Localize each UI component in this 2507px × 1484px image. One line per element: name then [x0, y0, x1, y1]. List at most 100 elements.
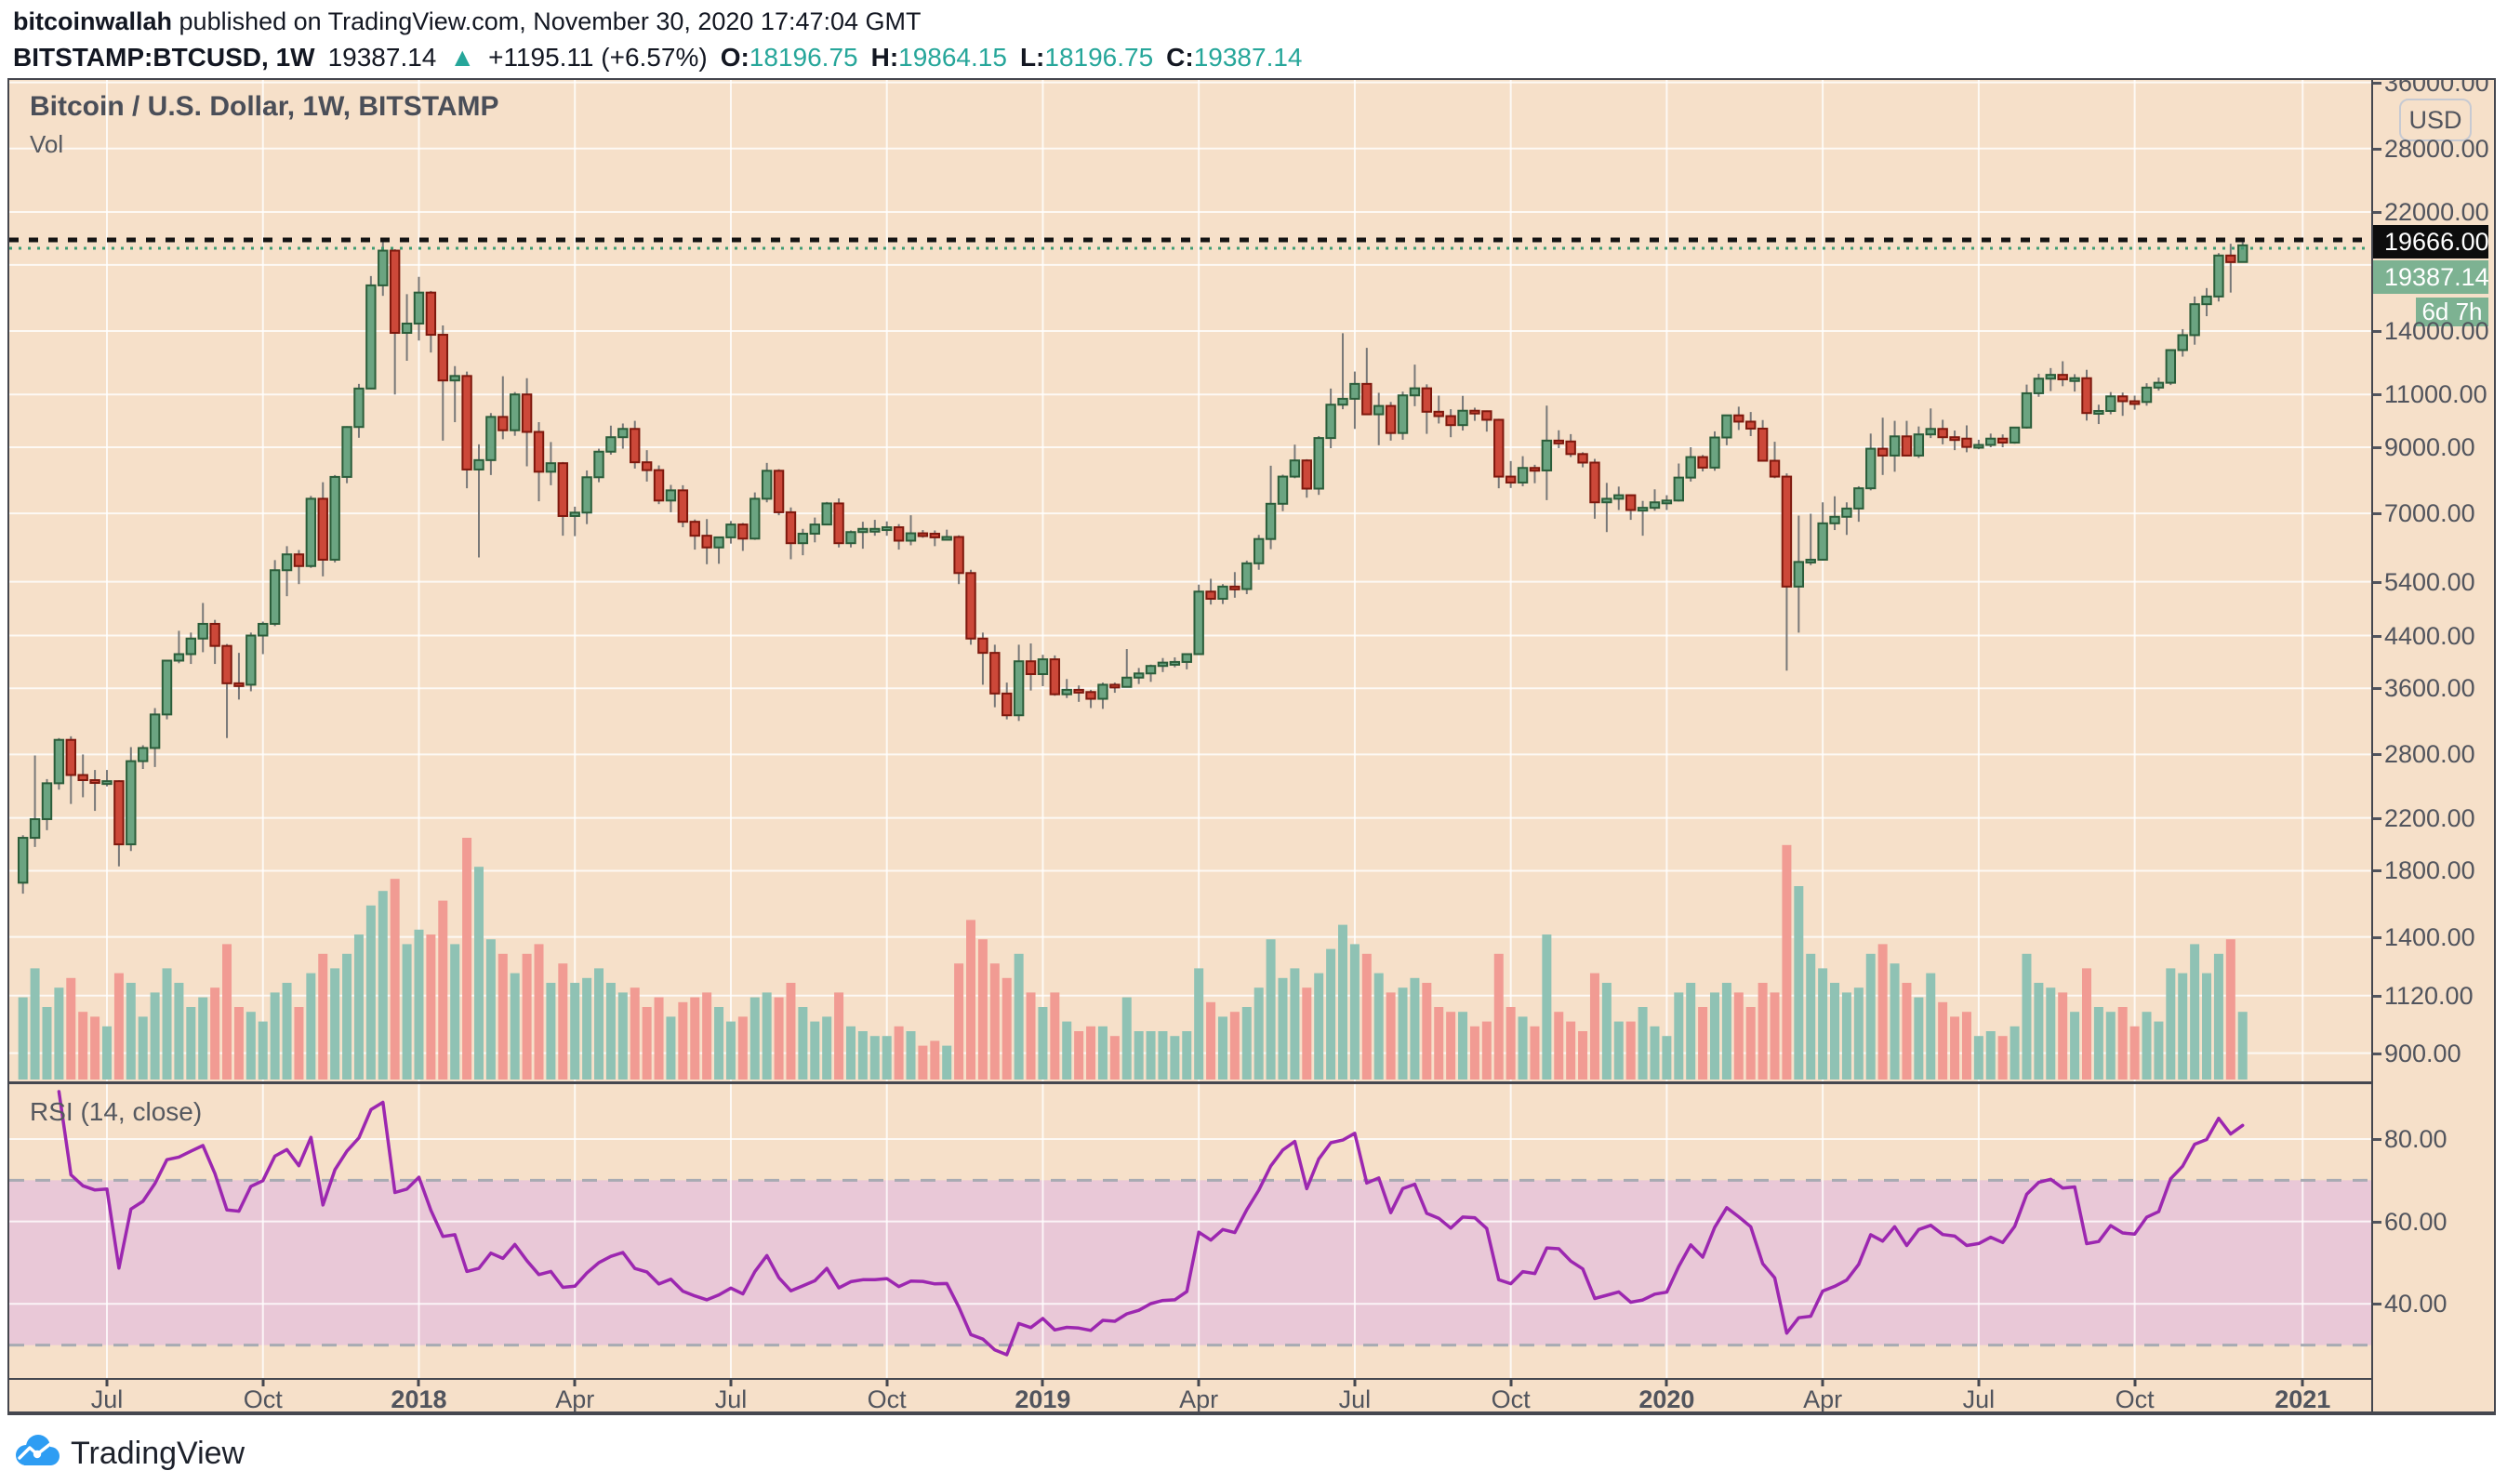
last-price-label: 19387.14 — [2373, 259, 2489, 294]
price-axis-label: 4400.00 — [2384, 621, 2475, 650]
high-value: 19864.15 — [898, 43, 1007, 72]
time-axis-label: Oct — [243, 1385, 283, 1413]
price-axis[interactable]: USD 19666.00 19387.14 6d 7h 36000.00 2800… — [2371, 78, 2494, 1411]
price-axis-label: 22000.00 — [2384, 198, 2489, 227]
price-axis-label: 1400.00 — [2384, 922, 2475, 951]
price-axis-label: 1120.00 — [2384, 981, 2474, 1010]
price-axis-tick — [2373, 935, 2381, 939]
price-chart-pane[interactable] — [9, 80, 2371, 1081]
price-axis-tick — [2373, 446, 2381, 449]
time-axis-label: Jul — [714, 1385, 748, 1413]
rsi-axis-tick — [2373, 1138, 2381, 1141]
time-axis-label: Oct — [1491, 1385, 1531, 1413]
price-axis-tick — [2373, 994, 2381, 998]
time-axis-tick — [2133, 1378, 2137, 1386]
time-axis-label: Oct — [867, 1385, 907, 1413]
time-axis-label: Jul — [1338, 1385, 1372, 1413]
price-axis-tick — [2373, 512, 2381, 516]
price-axis-tick — [2373, 687, 2381, 691]
price-axis-label: 3600.00 — [2384, 674, 2475, 703]
time-axis-tick — [1197, 1378, 1200, 1386]
rsi-axis-label: 80.00 — [2384, 1125, 2447, 1153]
symbol-readout: BITSTAMP:BTCUSD, 1W 19387.14 ▲ +1195.11 (+6… — [13, 43, 1303, 73]
time-axis-label: Jul — [1962, 1385, 1996, 1413]
time-axis-label: Apr — [1803, 1385, 1843, 1413]
publish-info: bitcoinwallah published on TradingView.c… — [13, 7, 922, 36]
time-axis-label: 2019 — [1015, 1385, 1071, 1413]
rsi-pane[interactable] — [9, 1084, 2371, 1378]
price-axis-tick — [2373, 816, 2381, 820]
price-axis-label: 5400.00 — [2384, 567, 2475, 596]
price-axis-label: 14000.00 — [2384, 316, 2489, 345]
price-axis-label: 2800.00 — [2384, 740, 2475, 769]
candle-wicks-layer — [21, 238, 2244, 894]
time-axis-label: 2020 — [1638, 1385, 1695, 1413]
symbol-label: BITSTAMP:BTCUSD, 1W — [13, 43, 315, 72]
time-axis-tick — [105, 1378, 109, 1386]
up-arrow-icon: ▲ — [449, 43, 476, 72]
time-axis-tick — [261, 1378, 265, 1386]
price-axis-label: 1800.00 — [2384, 856, 2475, 885]
time-axis-label: Oct — [2115, 1385, 2155, 1413]
rsi-axis-label: 40.00 — [2384, 1290, 2447, 1318]
rsi-indicator-label: RSI (14, close) — [30, 1097, 203, 1126]
time-axis-tick — [2301, 1378, 2304, 1386]
time-axis-tick — [1665, 1378, 1668, 1386]
time-axis-tick — [417, 1378, 420, 1386]
time-axis-tick — [729, 1378, 733, 1386]
price-axis-label: 900.00 — [2384, 1039, 2461, 1067]
change-value: +1195.11 (+6.57%) — [488, 43, 708, 72]
time-axis-tick — [573, 1378, 577, 1386]
tradingview-brand-text: TradingView — [71, 1436, 245, 1471]
price-axis-label: 28000.00 — [2384, 134, 2489, 163]
price-axis-label: 7000.00 — [2384, 499, 2475, 528]
publish-text: published on TradingView.com, November 3… — [172, 7, 922, 35]
price-axis-tick — [2373, 634, 2381, 638]
time-axis[interactable]: Jul Oct 2018 Apr Jul Oct 2019 Apr Jul Oct 2020 Apr J… — [9, 1378, 2494, 1413]
rsi-axis-tick — [2373, 1220, 2381, 1224]
time-axis-label: Apr — [555, 1385, 595, 1413]
price-axis-label: 11000.00 — [2384, 380, 2487, 409]
price-axis-tick — [2373, 393, 2381, 397]
rsi-line — [57, 1090, 2245, 1357]
time-axis-label: Apr — [1179, 1385, 1219, 1413]
price-axis-tick — [2373, 211, 2381, 215]
bar-countdown-label: 6d 7h — [2416, 297, 2488, 326]
rsi-axis-label: 60.00 — [2384, 1207, 2447, 1236]
price-axis-tick — [2373, 81, 2381, 85]
volume-indicator-label: Vol — [30, 130, 64, 158]
time-axis-tick — [1977, 1378, 1981, 1386]
price-axis-tick — [2373, 580, 2381, 584]
main-gridlines — [9, 80, 2371, 1081]
time-axis-label: Jul — [90, 1385, 124, 1413]
price-axis-label: 2200.00 — [2384, 803, 2475, 832]
rsi-axis-tick — [2373, 1303, 2381, 1306]
time-axis-tick — [1509, 1378, 1513, 1386]
price-axis-tick — [2373, 329, 2381, 333]
volume-bars-layer — [18, 838, 2248, 1080]
author-name: bitcoinwallah — [13, 7, 173, 35]
low-value: 18196.75 — [1044, 43, 1154, 72]
time-axis-tick — [1041, 1378, 1044, 1386]
open-label: O: — [720, 43, 749, 72]
price-axis-tick — [2373, 753, 2381, 757]
rsi-gridlines — [9, 1084, 2371, 1378]
pane-separator-2[interactable] — [9, 1378, 2494, 1380]
ath-price-label: 19666.00 — [2373, 224, 2489, 258]
pane-separator[interactable] — [9, 1081, 2494, 1084]
last-price-value: 19387.14 — [327, 43, 437, 72]
tradingview-footer[interactable]: TradingView — [13, 1432, 245, 1473]
low-label: L: — [1019, 43, 1045, 72]
chart-widget: Bitcoin / U.S. Dollar, 1W, BITSTAMP Vol … — [7, 78, 2496, 1415]
time-axis-label: 2018 — [391, 1385, 447, 1413]
rsi-band — [9, 1180, 2371, 1345]
candle-bodies-layer — [17, 244, 2248, 884]
chart-title: Bitcoin / U.S. Dollar, 1W, BITSTAMP — [30, 91, 499, 122]
price-axis-label: 36000.00 — [2384, 78, 2489, 97]
currency-toggle-button[interactable]: USD — [2399, 99, 2472, 141]
tradingview-logo-icon — [16, 1435, 60, 1465]
time-axis-tick — [1821, 1378, 1824, 1386]
price-axis-tick — [2373, 1052, 2381, 1055]
price-axis-label: 9000.00 — [2384, 433, 2475, 461]
price-axis-tick — [2373, 869, 2381, 873]
